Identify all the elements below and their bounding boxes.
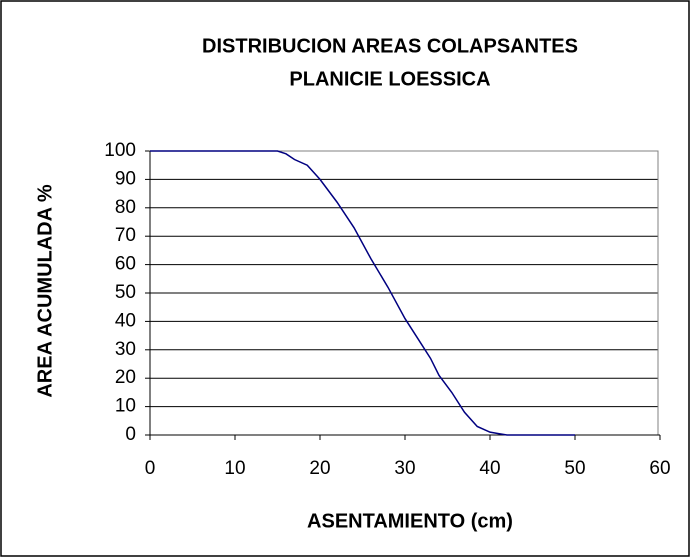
y-tick-label: 90 bbox=[115, 168, 136, 189]
chart-title: PLANICIE LOESSICA bbox=[289, 68, 490, 90]
y-tick-label: 60 bbox=[115, 254, 136, 275]
y-axis-title: AREA ACUMULADA % bbox=[34, 184, 56, 398]
y-tick-label: 50 bbox=[115, 282, 136, 303]
y-tick-label: 10 bbox=[115, 396, 136, 417]
y-tick-label: 30 bbox=[115, 339, 136, 360]
y-tick-label: 0 bbox=[125, 424, 136, 445]
x-tick-label: 10 bbox=[224, 458, 245, 479]
y-tick-label: 20 bbox=[115, 367, 136, 388]
y-tick-label: 40 bbox=[115, 310, 136, 331]
x-tick-label: 0 bbox=[145, 458, 156, 479]
x-tick-label: 30 bbox=[394, 458, 415, 479]
data-line bbox=[150, 150, 575, 436]
y-tick-label: 100 bbox=[104, 140, 136, 161]
x-tick-label: 50 bbox=[564, 458, 585, 479]
x-tick-label: 60 bbox=[649, 458, 670, 479]
x-tick-label: 20 bbox=[309, 458, 330, 479]
y-tick-label: 80 bbox=[115, 197, 136, 218]
y-tick-label: 70 bbox=[115, 225, 136, 246]
x-axis-title: ASENTAMIENTO (cm) bbox=[307, 510, 513, 532]
chart-title: DISTRIBUCION AREAS COLAPSANTES bbox=[202, 35, 578, 57]
x-tick-label: 40 bbox=[479, 458, 500, 479]
